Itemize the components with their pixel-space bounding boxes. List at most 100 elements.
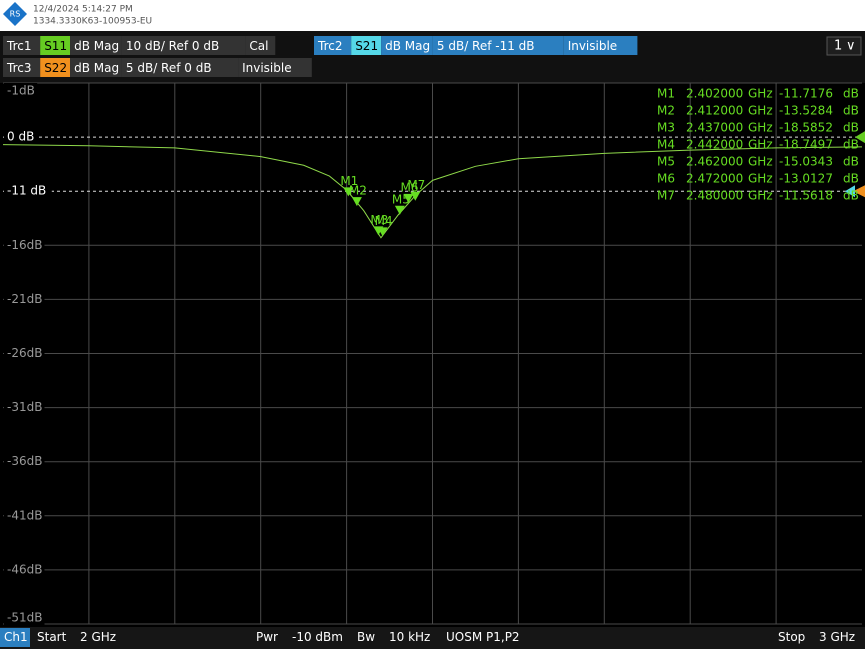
y-tick-label-bg bbox=[4, 507, 45, 524]
y-tick-label-bg bbox=[4, 561, 45, 578]
trace-chip-bg[interactable] bbox=[351, 36, 382, 55]
trace-chip-bg[interactable] bbox=[3, 58, 41, 77]
marker-table-unit: GHz bbox=[748, 104, 773, 118]
trace-param[interactable]: S22 bbox=[44, 61, 67, 75]
channel-chip[interactable] bbox=[0, 628, 30, 647]
marker-table-name: M7 bbox=[657, 189, 675, 203]
logo: RS bbox=[3, 2, 27, 26]
footer-channel: Ch1 bbox=[4, 630, 28, 644]
title-bar bbox=[0, 0, 865, 31]
marker-table-name: M1 bbox=[657, 87, 675, 101]
marker-table-value: -15.0343 bbox=[779, 155, 833, 169]
footer-cal: UOSM P1,P2 bbox=[446, 630, 520, 644]
trace-format[interactable]: dB Mag bbox=[74, 39, 119, 53]
trace-chip-bg[interactable] bbox=[432, 36, 564, 55]
y-tick-label: -16dB bbox=[7, 238, 42, 252]
footer-start: 2 GHz bbox=[80, 630, 116, 644]
trace-format[interactable]: dB Mag bbox=[74, 61, 119, 75]
y-tick-label: -26dB bbox=[7, 346, 42, 360]
marker-table-freq: 2.402000 bbox=[686, 87, 743, 101]
marker-table-name: M5 bbox=[657, 155, 675, 169]
window-select[interactable] bbox=[826, 36, 862, 56]
trace-chip-bg[interactable] bbox=[238, 58, 312, 77]
trace-chip-bg[interactable] bbox=[121, 36, 246, 55]
y-tick-label: -41dB bbox=[7, 508, 42, 522]
window-number[interactable]: 1 bbox=[834, 39, 842, 54]
trace-chip-bg[interactable] bbox=[121, 58, 239, 77]
footer-power-label: Pwr bbox=[256, 630, 278, 644]
trace-status[interactable]: Invisible bbox=[242, 61, 292, 75]
marker-table-unit: GHz bbox=[748, 189, 773, 203]
footer-bw: 10 kHz bbox=[389, 630, 430, 644]
trace-param[interactable]: S11 bbox=[44, 39, 67, 53]
marker-triangle bbox=[343, 187, 354, 197]
serial: 1334.3330K63-100953-EU bbox=[33, 17, 152, 27]
marker-triangle bbox=[403, 193, 414, 203]
marker-label: M3 bbox=[370, 213, 388, 227]
footer-stop-label: Stop bbox=[778, 630, 805, 644]
marker-table-name: M4 bbox=[657, 138, 675, 152]
trace-status[interactable]: Invisible bbox=[568, 39, 618, 53]
ref-arrow-trc2 bbox=[845, 185, 855, 198]
marker-table-value-unit: dB bbox=[843, 87, 859, 101]
marker-table-value-unit: dB bbox=[843, 121, 859, 135]
footer-power: -10 dBm bbox=[292, 630, 343, 644]
trace-scale[interactable]: 5 dB/ Ref 0 dB bbox=[126, 61, 212, 75]
marker-table-freq: 2.472000 bbox=[686, 172, 743, 186]
footer-start-label: Start bbox=[37, 630, 67, 644]
trace-name[interactable]: Trc2 bbox=[317, 39, 342, 53]
marker-table-unit: GHz bbox=[748, 87, 773, 101]
trace-status[interactable]: Cal bbox=[249, 39, 268, 53]
marker-table-freq: 2.437000 bbox=[686, 121, 743, 135]
y-tick-label-bg bbox=[4, 129, 38, 146]
y-tick-label: -51dB bbox=[7, 611, 42, 625]
marker-table-value: -11.7176 bbox=[779, 87, 833, 101]
marker-table-freq: 2.462000 bbox=[686, 155, 743, 169]
marker-table-value: -18.7497 bbox=[779, 138, 833, 152]
marker-table-name: M6 bbox=[657, 172, 675, 186]
marker-table-value: -13.0127 bbox=[779, 172, 833, 186]
trace-format[interactable]: dB Mag bbox=[385, 39, 430, 53]
trace-chip-bg[interactable] bbox=[40, 58, 71, 77]
trace-chip-bg[interactable] bbox=[3, 36, 41, 55]
trace-chip-bg[interactable] bbox=[70, 58, 122, 77]
trace-name[interactable]: Trc3 bbox=[6, 61, 31, 75]
marker-label: M1 bbox=[340, 174, 358, 188]
trace-name[interactable]: Trc1 bbox=[6, 39, 31, 53]
trace-param[interactable]: S21 bbox=[355, 39, 378, 53]
y-tick-label: 0 dB bbox=[7, 130, 34, 144]
marker-table-freq: 2.412000 bbox=[686, 104, 743, 118]
marker-table-freq: 2.480000 bbox=[686, 189, 743, 203]
trace-line bbox=[2, 144, 863, 239]
trace-chip-bg[interactable] bbox=[314, 36, 352, 55]
y-tick-label: -21dB bbox=[7, 292, 42, 306]
y-tick-label-bg bbox=[4, 183, 52, 200]
marker-table-value-unit: dB bbox=[843, 172, 859, 186]
footer-stop: 3 GHz bbox=[819, 630, 855, 644]
plot: -1dB 0 dB -11 dB -16dB -21dB -26dB -31dB -36dB -… bbox=[2, 82, 865, 626]
marker-table-value-unit: dB bbox=[843, 104, 859, 118]
trace-chip-bg[interactable] bbox=[245, 36, 276, 55]
marker-table-freq: 2.442000 bbox=[686, 138, 743, 152]
trace-chip-bg[interactable] bbox=[70, 36, 122, 55]
window-chevron[interactable]: ∨ bbox=[846, 39, 856, 54]
trace-chip-bg[interactable] bbox=[381, 36, 433, 55]
marker-table-unit: GHz bbox=[748, 138, 773, 152]
y-tick-label: -11 dB bbox=[7, 184, 46, 198]
y-tick-label-bg bbox=[4, 610, 45, 626]
y-tick-label: -46dB bbox=[7, 562, 42, 576]
marker-label: M6 bbox=[400, 180, 418, 194]
y-tick-label-bg bbox=[4, 399, 45, 416]
trace-chip-bg[interactable] bbox=[40, 36, 71, 55]
svg-text:RS: RS bbox=[10, 10, 21, 19]
trace-scale[interactable]: 10 dB/ Ref 0 dB bbox=[126, 39, 219, 53]
marker-table-value-unit: dB bbox=[843, 189, 859, 203]
trace-chip-bg[interactable] bbox=[563, 36, 638, 55]
footer-bar bbox=[0, 627, 865, 649]
marker-triangle bbox=[351, 197, 362, 207]
marker-label: M2 bbox=[349, 184, 367, 198]
y-tick-label: -31dB bbox=[7, 400, 42, 414]
trace-scale[interactable]: 5 dB/ Ref -11 dB bbox=[437, 39, 535, 53]
